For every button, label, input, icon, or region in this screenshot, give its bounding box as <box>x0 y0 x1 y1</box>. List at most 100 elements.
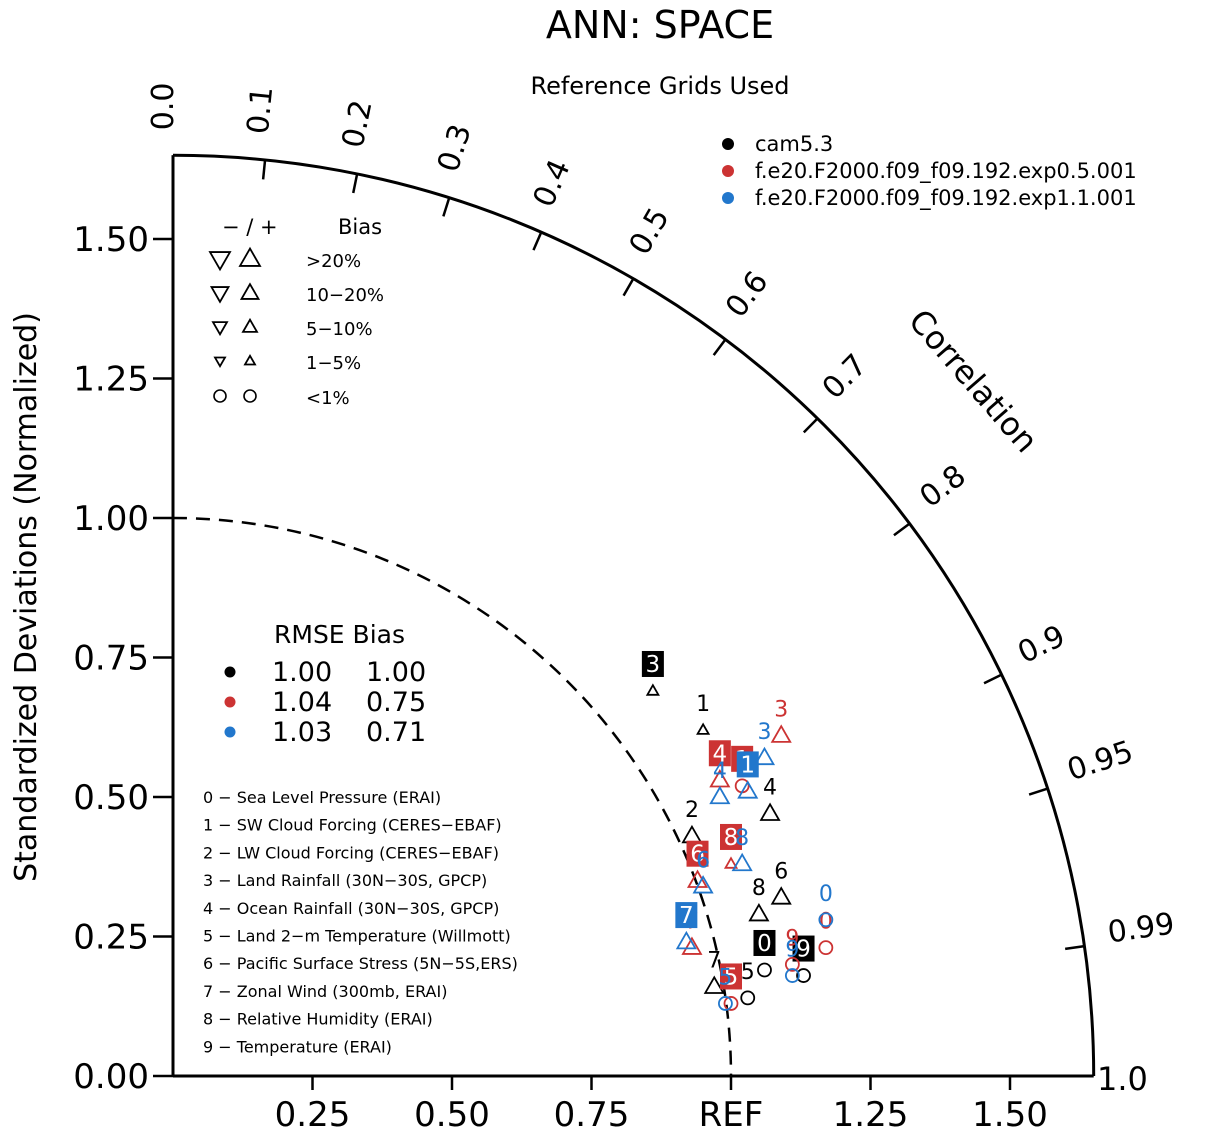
data-point-label-box <box>736 751 759 778</box>
bias-legend-title: Bias <box>338 215 382 239</box>
variable-list-item: 7 − Zonal Wind (300mb, ERAI) <box>203 982 447 1001</box>
data-point-marker <box>723 856 739 869</box>
correlation-tick-label: 0.2 <box>336 97 380 151</box>
bias-legend-sign: − / + <box>222 215 278 239</box>
variable-list: 0 − Sea Level Pressure (ERAI) 1 − SW Clou… <box>203 788 518 1056</box>
data-point-label: 9 <box>796 937 811 963</box>
data-point-marker <box>748 902 770 922</box>
series-legend-name: f.e20.F2000.f09_f09.192.exp0.5.001 <box>755 159 1137 184</box>
data-point-label: 5 <box>741 960 755 985</box>
correlation-tick <box>1028 787 1049 796</box>
correlation-tick <box>352 173 359 194</box>
x-tick-label: 0.75 <box>554 1095 630 1135</box>
correlation-tick-label: 0.95 <box>1063 734 1137 788</box>
data-point-marker <box>696 722 711 735</box>
series-legend-name: f.e20.F2000.f09_f09.192.exp1.1.001 <box>755 186 1137 211</box>
bias-legend-row-label: <1% <box>306 388 350 409</box>
correlation-tick-label: 0.6 <box>719 265 776 324</box>
correlation-tick <box>261 159 267 180</box>
variable-list-item: 5 − Land 2−m Temperature (Willmott) <box>203 927 511 946</box>
variable-list-item: 8 − Relative Humidity (ERAI) <box>203 1010 433 1029</box>
y-tick-label: 0.00 <box>73 1057 149 1097</box>
data-point-marker <box>818 912 834 928</box>
bias-legend-row-label: 10−20% <box>306 285 384 306</box>
data-point-label: 7 <box>707 949 721 974</box>
variable-list-item: 1 − SW Cloud Forcing (CERES−EBAF) <box>203 816 502 835</box>
correlation-tick <box>983 673 1003 685</box>
correlation-tick <box>532 231 543 251</box>
outer-arc <box>172 153 1096 1077</box>
rmse-legend-header: RMSE Bias <box>274 620 405 649</box>
data-point-label-box <box>708 740 731 767</box>
correlation-tick-label: 0.99 <box>1106 906 1177 950</box>
data-point-label: 0 <box>819 910 833 935</box>
data-point-label: 8 <box>752 876 766 901</box>
data-point-marker <box>731 852 753 872</box>
y-tick-label: 1.25 <box>73 360 149 400</box>
rmse-legend-dot <box>224 696 236 708</box>
data-point-label: 5 <box>724 964 739 990</box>
rmse-legend-rmse: 1.04 <box>272 687 332 718</box>
data-point-label: 4 <box>713 741 728 767</box>
data-point-label: 0 <box>757 931 772 957</box>
bias-legend-down-triangle <box>208 251 232 272</box>
series-legend-dot <box>722 138 734 150</box>
rmse-legend-rmse: 1.03 <box>272 717 332 748</box>
data-point-label-box <box>753 929 776 956</box>
data-point-label-box <box>686 840 709 867</box>
data-point-label: 1 <box>740 752 755 778</box>
chart-title: ANN: SPACE <box>546 3 774 47</box>
bias-legend-row-label: 1−5% <box>306 353 361 374</box>
data-point-label: 8 <box>724 825 739 851</box>
data-point-label-box <box>792 935 815 962</box>
x-tick-label: REF <box>699 1095 764 1135</box>
data-point-marker <box>645 683 660 696</box>
variable-list-item: 4 − Ocean Rainfall (30N−30S, GPCP) <box>203 899 499 918</box>
correlation-tick <box>802 417 819 434</box>
data-point-label: 3 <box>757 720 771 745</box>
correlation-tick <box>1064 944 1085 951</box>
data-point-label: 3 <box>774 698 788 723</box>
data-point-marker <box>759 802 781 821</box>
data-point-marker <box>770 724 792 743</box>
data-point-label: 6 <box>696 848 710 873</box>
data-point-label-box <box>641 650 664 677</box>
variable-list-item: 6 − Pacific Surface Stress (5N−5S,ERS) <box>203 954 518 973</box>
data-point-label: 9 <box>785 926 799 951</box>
data-point-marker <box>681 824 703 844</box>
rmse-legend-rmse: 1.00 <box>272 657 332 688</box>
data-point-label: 7 <box>679 903 694 929</box>
data-point-marker <box>709 785 731 805</box>
data-point-label: 0 <box>819 882 833 907</box>
data-point-marker <box>757 962 772 978</box>
correlation-tick-label: 0.8 <box>913 458 972 515</box>
x-tick-label: 1.50 <box>972 1095 1048 1135</box>
bias-legend-up-triangle <box>239 282 261 300</box>
correlation-tick-label: 0.0 <box>146 82 181 130</box>
bias-legend-circle <box>213 389 227 403</box>
data-point-marker <box>723 996 739 1011</box>
data-point-marker <box>681 936 703 955</box>
bias-legend-circle <box>243 389 257 403</box>
y-tick-label: 0.75 <box>73 639 149 679</box>
data-point-label: 6 <box>774 859 788 884</box>
data-point-label: 1 <box>696 692 710 717</box>
bias-legend-up-triangle <box>241 317 259 333</box>
correlation-tick-label: 0.4 <box>527 155 578 213</box>
data-point-marker <box>770 886 792 905</box>
data-point-label: 4 <box>713 759 727 784</box>
data-point-marker <box>784 957 800 972</box>
y-tick-label: 0.25 <box>73 918 149 958</box>
data-point-marker <box>703 975 725 994</box>
bias-legend: − / + Bias >20% 10−20% 5−10% 1−5% <1% <box>208 215 384 409</box>
data-point-label: 3 <box>646 652 661 678</box>
variable-list-item: 2 − LW Cloud Forcing (CERES−EBAF) <box>203 843 499 862</box>
bias-legend-up-triangle <box>238 246 262 267</box>
data-point-marker <box>675 930 697 950</box>
series-legend-dot <box>722 165 734 177</box>
data-marks: 0123456789013456789013456789 <box>641 650 834 1011</box>
data-point-marker <box>740 990 756 1006</box>
